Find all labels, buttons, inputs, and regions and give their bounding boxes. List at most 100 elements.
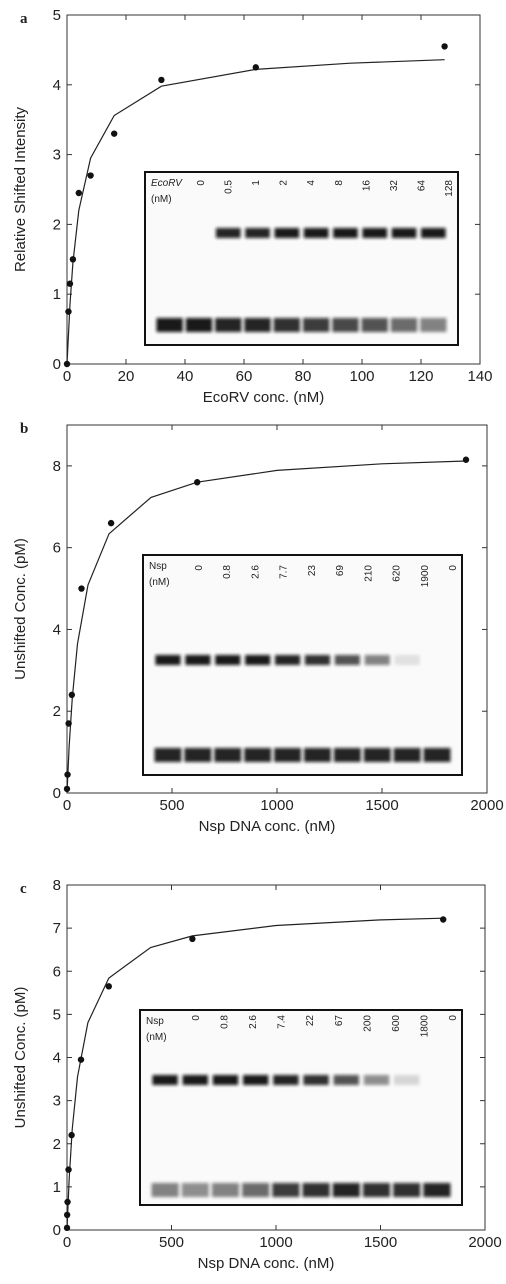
- gel-band: [303, 1183, 330, 1197]
- data-point: [67, 281, 73, 287]
- lane-label: 1900: [420, 565, 431, 588]
- gel-band: [152, 1183, 179, 1197]
- lane-label: 0: [448, 565, 459, 571]
- data-point: [65, 308, 71, 314]
- lane-label: 620: [392, 565, 403, 582]
- figure: a020406080100120140012345EcoRV conc. (nM…: [0, 0, 506, 1279]
- lane-label: 1800: [419, 1015, 430, 1038]
- gel-band: [213, 1075, 238, 1085]
- gel-band: [275, 655, 300, 665]
- gel-band: [364, 748, 391, 762]
- data-point: [69, 692, 75, 698]
- lane-label: 4: [306, 180, 317, 186]
- lane-label: 0.8: [220, 1015, 231, 1029]
- gel-band: [274, 318, 300, 332]
- data-point: [64, 1199, 70, 1205]
- gel-band: [212, 1183, 239, 1197]
- gel-band: [334, 1075, 359, 1085]
- gel-band: [244, 318, 270, 332]
- lane-label: 0: [196, 180, 207, 186]
- gel-unit: (nM): [151, 194, 172, 205]
- gel-band: [183, 1075, 208, 1085]
- lane-label: 0.8: [222, 565, 233, 579]
- gel-band: [393, 1183, 420, 1197]
- data-point: [70, 256, 76, 262]
- x-axis-title: EcoRV conc. (nM): [203, 389, 324, 406]
- gel-band: [421, 228, 446, 238]
- x-axis-title: Nsp DNA conc. (nM): [198, 1255, 335, 1272]
- y-tick-label: 0: [53, 1222, 61, 1239]
- data-point: [64, 1225, 70, 1231]
- y-tick-label: 6: [53, 963, 61, 980]
- data-point: [441, 43, 447, 49]
- x-tick-label: 80: [295, 368, 312, 385]
- y-tick-label: 3: [53, 1093, 61, 1110]
- x-tick-label: 20: [118, 368, 135, 385]
- lane-label: 69: [335, 565, 346, 577]
- data-point: [64, 361, 70, 367]
- gel-inset: Nsp(nM)00.82.67.4226720060018000: [140, 1010, 462, 1205]
- y-tick-label: 0: [53, 356, 61, 373]
- lane-label: 0: [194, 565, 205, 571]
- gel-band: [392, 228, 417, 238]
- y-tick-label: 6: [53, 540, 61, 557]
- data-point: [440, 916, 446, 922]
- x-tick-label: 500: [159, 797, 184, 814]
- data-point: [106, 983, 112, 989]
- data-point: [64, 771, 70, 777]
- gel-label: EcoRV: [151, 178, 183, 189]
- gel-band: [275, 228, 300, 238]
- gel-band: [215, 655, 240, 665]
- gel-band: [182, 1183, 209, 1197]
- x-tick-label: 2000: [468, 1234, 501, 1251]
- panel-label: a: [20, 11, 28, 27]
- lane-label: 22: [305, 1015, 316, 1027]
- data-point: [65, 720, 71, 726]
- data-point: [463, 457, 469, 463]
- data-point: [76, 190, 82, 196]
- x-tick-label: 140: [467, 368, 492, 385]
- lane-label: 600: [391, 1015, 402, 1032]
- gel-band: [245, 228, 270, 238]
- gel-band: [216, 228, 241, 238]
- lane-label: 0.5: [224, 180, 235, 194]
- gel-band: [242, 1183, 269, 1197]
- gel-band: [335, 655, 360, 665]
- y-tick-label: 2: [53, 1136, 61, 1153]
- y-tick-label: 3: [53, 147, 61, 164]
- gel-band: [185, 655, 210, 665]
- data-point: [65, 1166, 71, 1172]
- data-point: [64, 1212, 70, 1218]
- gel-band: [423, 1183, 450, 1197]
- data-point: [87, 172, 93, 178]
- data-point: [78, 1056, 84, 1062]
- gel-frame: [140, 1010, 462, 1205]
- x-tick-label: 0: [63, 797, 71, 814]
- lane-label: 2.6: [250, 565, 261, 579]
- lane-label: 128: [444, 180, 455, 197]
- gel-unit: (nM): [149, 577, 170, 588]
- y-tick-label: 5: [53, 1006, 61, 1023]
- x-tick-label: 0: [63, 368, 71, 385]
- gel-band: [304, 228, 329, 238]
- gel-label: Nsp: [149, 561, 167, 572]
- x-tick-label: 0: [63, 1234, 71, 1251]
- y-tick-label: 4: [53, 77, 61, 94]
- x-tick-label: 120: [408, 368, 433, 385]
- y-tick-label: 7: [53, 920, 61, 937]
- gel-band: [333, 1183, 360, 1197]
- gel-band: [332, 318, 358, 332]
- x-tick-label: 1000: [260, 797, 293, 814]
- gel-band: [334, 748, 361, 762]
- data-point: [68, 1132, 74, 1138]
- gel-band: [303, 318, 329, 332]
- gel-band: [214, 748, 241, 762]
- x-tick-label: 500: [159, 1234, 184, 1251]
- gel-band: [152, 1075, 177, 1085]
- data-point: [189, 936, 195, 942]
- lane-label: 2.6: [248, 1015, 259, 1029]
- gel-band: [394, 1075, 419, 1085]
- x-tick-label: 60: [236, 368, 253, 385]
